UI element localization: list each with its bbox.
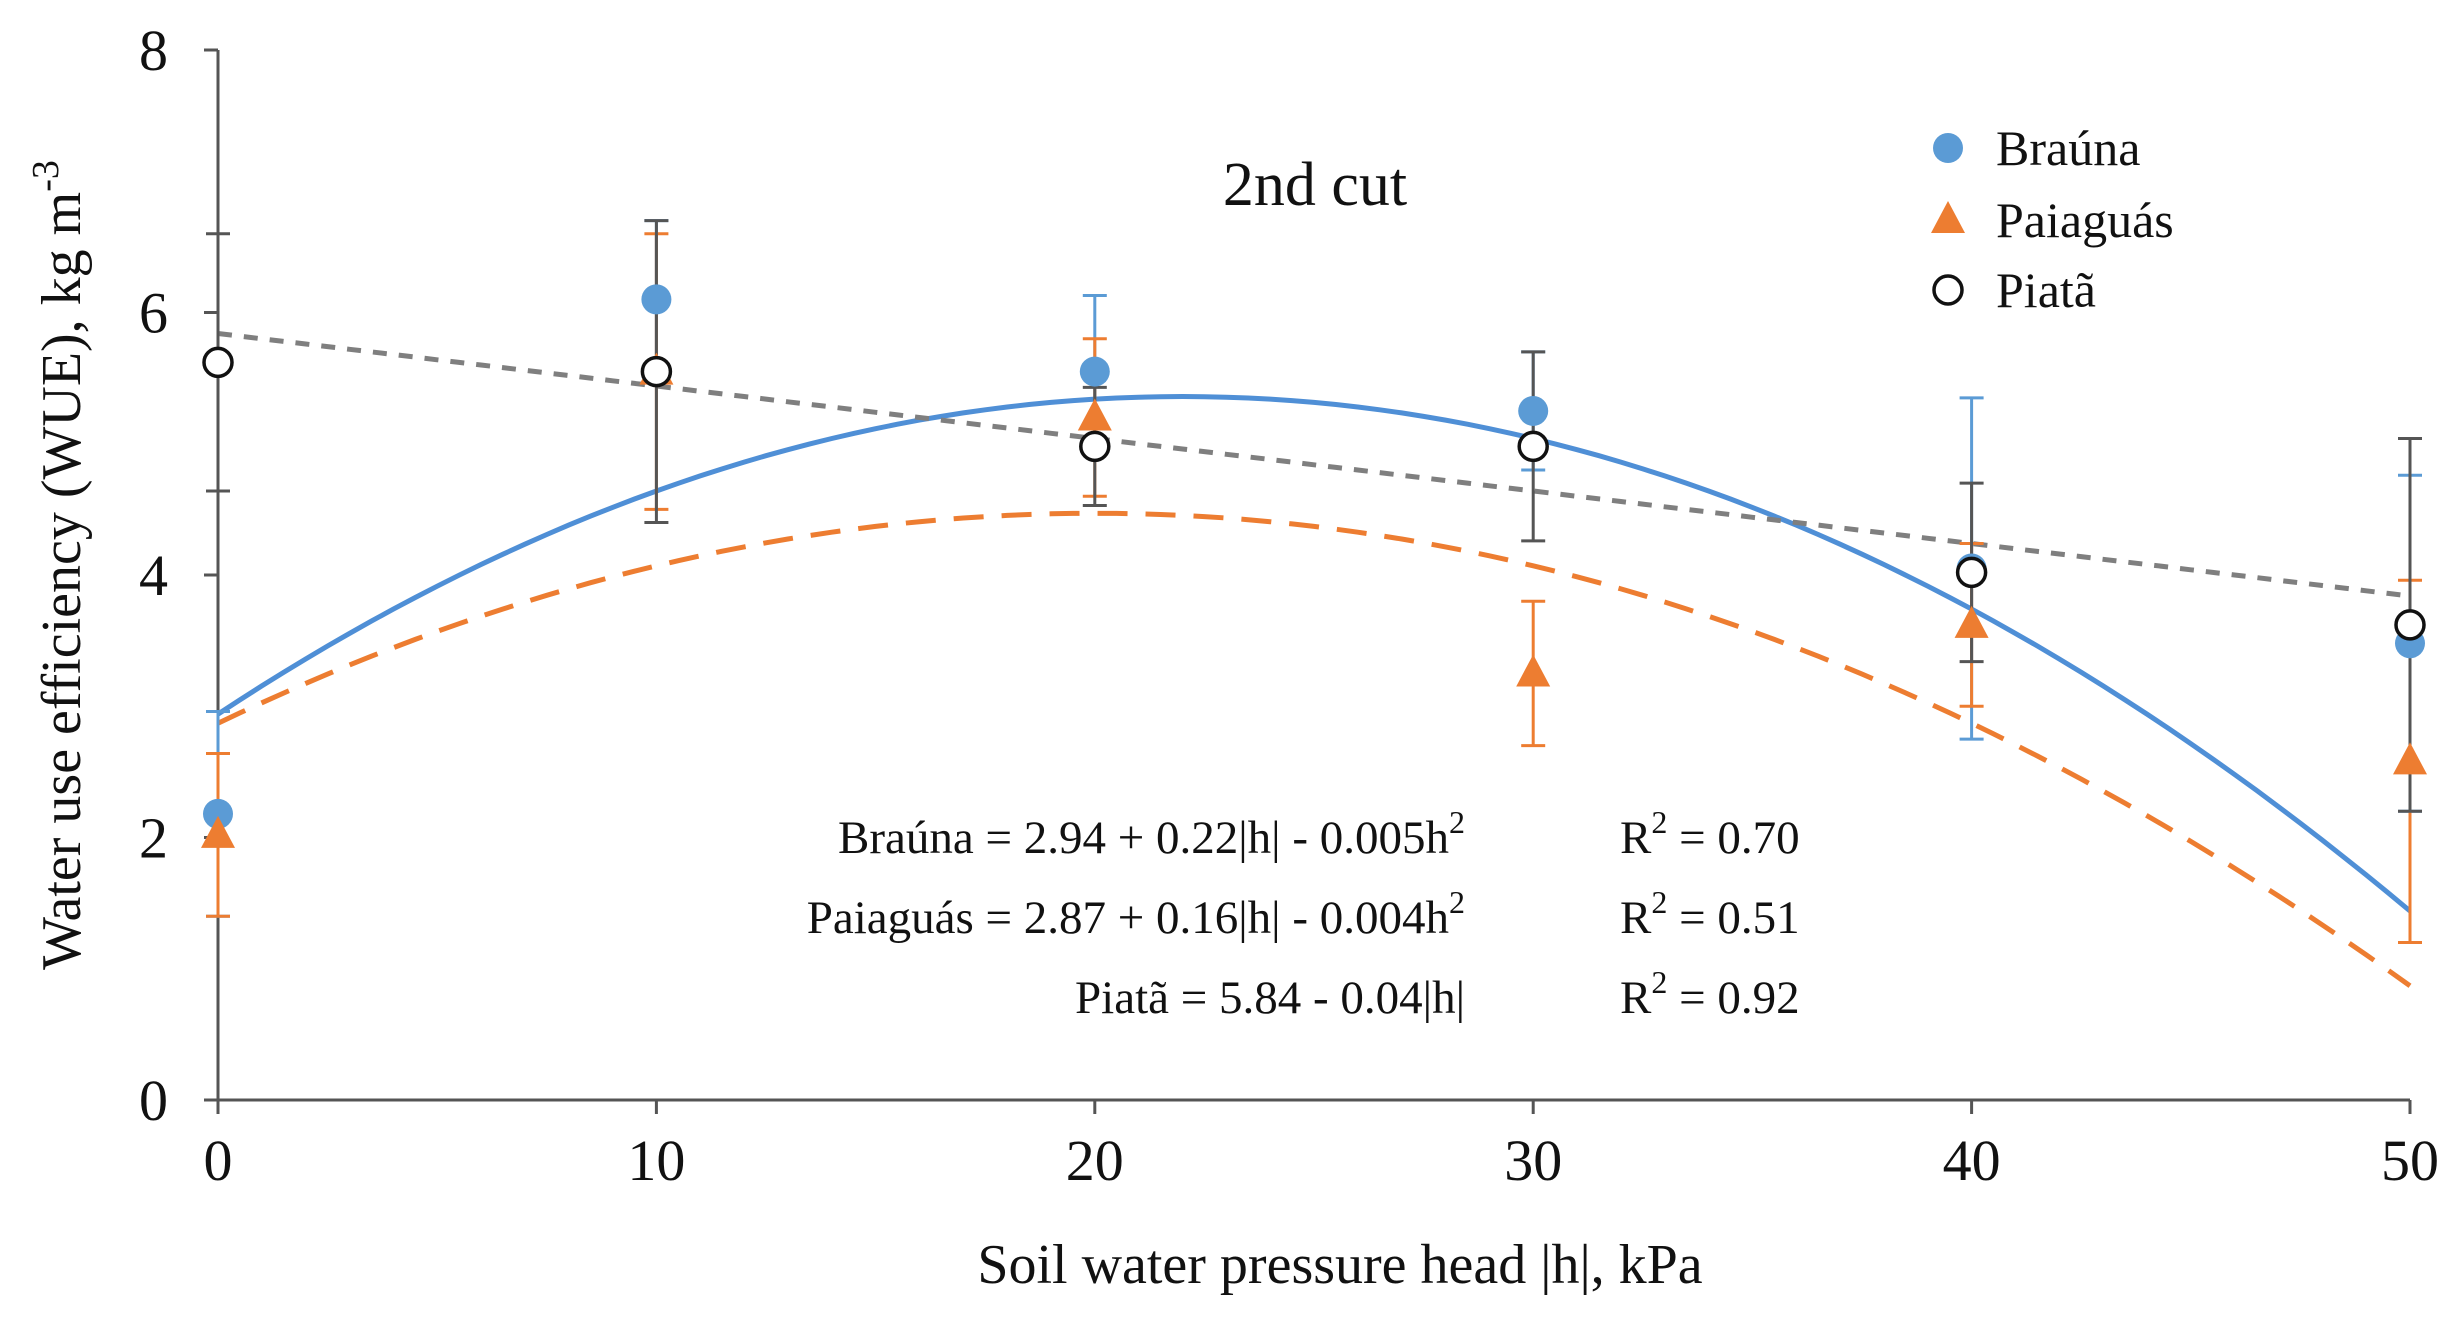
data-points	[201, 219, 2427, 944]
x-tick-label: 50	[2381, 1128, 2439, 1193]
fit-line-piata	[217, 331, 2411, 599]
y-axis-title-text: Water use efficiency (WUE), kg m	[31, 192, 93, 970]
y-tick-label: 4	[139, 543, 168, 608]
y-tick-label: 6	[139, 281, 168, 346]
equation-sup: 2	[1449, 804, 1465, 840]
point-paiaguas	[2393, 742, 2427, 775]
y-axis-title-sup: -3	[25, 160, 67, 192]
point-brauna	[641, 284, 672, 315]
x-tick-label: 30	[1504, 1128, 1562, 1193]
r-squared-label: R2 = 0.92	[1620, 964, 1800, 1024]
axes: 0 10 20 30 40 50 0 2 4 6 8	[139, 18, 2439, 1193]
point-brauna	[203, 798, 233, 829]
legend-marker-piata	[1932, 274, 1964, 306]
point-paiaguas	[1954, 605, 1989, 638]
legend-label: Piatã	[1996, 262, 2096, 318]
r-squared-sup: 2	[1651, 804, 1667, 840]
point-piata	[1517, 430, 1549, 463]
r-squared-value: = 0.51	[1667, 892, 1799, 944]
point-paiaguas	[201, 815, 235, 848]
equation-text: Piatã = 5.84 - 0.04|h|	[1075, 972, 1465, 1024]
x-axis-title: Soil water pressure head |h|, kPa	[977, 1234, 1702, 1296]
r-squared-sup: 2	[1651, 884, 1667, 920]
fit-lines	[216, 331, 2412, 988]
equation-label: Braúna = 2.94 + 0.22|h| - 0.005h2	[838, 804, 1465, 864]
legend: Braúna Paiaguás Piatã	[1931, 120, 2174, 318]
chart-title: 2nd cut	[1223, 151, 1407, 219]
fit-line-paiaguas	[216, 510, 2412, 988]
point-piata	[1955, 556, 1988, 589]
point-paiaguas	[1516, 654, 1551, 687]
y-axis-title: Water use efficiency (WUE), kg m-3	[25, 160, 93, 970]
equation-label: Paiaguás = 2.87 + 0.16|h| - 0.004h2	[807, 884, 1465, 944]
legend-marker-paiaguas	[1931, 201, 1965, 233]
y-tick-label: 8	[139, 18, 168, 83]
legend-label: Braúna	[1996, 120, 2140, 176]
x-tick-label: 0	[204, 1128, 233, 1193]
point-piata	[202, 346, 234, 379]
point-paiaguas	[1077, 398, 1112, 431]
point-brauna	[1518, 395, 1549, 426]
y-tick-label: 0	[139, 1068, 168, 1133]
point-piata	[1079, 430, 1111, 463]
point-brauna	[1079, 356, 1110, 387]
r-squared-value: = 0.70	[1667, 812, 1799, 864]
r-squared-label: R2 = 0.70	[1620, 804, 1800, 864]
r-squared-r: R	[1620, 892, 1652, 944]
x-tick-label: 20	[1066, 1128, 1124, 1193]
equations: Braúna = 2.94 + 0.22|h| - 0.005h2 R2 = 0.…	[807, 804, 1800, 1024]
equation-label: Piatã = 5.84 - 0.04|h|	[1075, 972, 1465, 1024]
r-squared-sup: 2	[1651, 964, 1667, 1000]
r-squared-value: = 0.92	[1667, 972, 1799, 1024]
point-piata	[640, 355, 673, 388]
x-tick-label: 10	[627, 1128, 685, 1193]
y-tick-label: 2	[139, 806, 168, 871]
r-squared-r: R	[1620, 972, 1652, 1024]
r-squared-label: R2 = 0.51	[1620, 884, 1800, 944]
legend-marker-brauna	[1933, 133, 1963, 163]
equation-text: Paiaguás = 2.87 + 0.16|h| - 0.004h	[807, 892, 1449, 944]
fit-line-brauna	[216, 393, 2412, 913]
equation-text: Braúna = 2.94 + 0.22|h| - 0.005h	[838, 812, 1449, 864]
legend-label: Paiaguás	[1996, 192, 2174, 248]
r-squared-r: R	[1620, 812, 1652, 864]
x-tick-label: 40	[1943, 1128, 2001, 1193]
equation-sup: 2	[1449, 884, 1465, 920]
point-piata	[2394, 609, 2426, 641]
